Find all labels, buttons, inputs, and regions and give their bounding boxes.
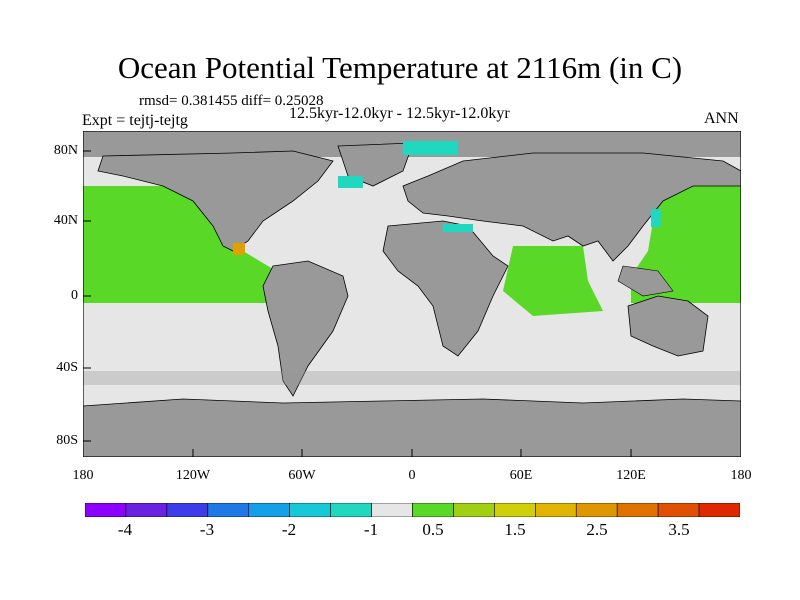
mediterranean-cool-patch (443, 224, 473, 232)
colorbar-swatch (289, 503, 331, 517)
lat-label-80n: 80N (53, 143, 78, 158)
colorbar-swatch (207, 503, 250, 517)
pacific-east-warm (83, 186, 293, 303)
colorbar-label: -1 (363, 520, 379, 539)
season-label: ANN (704, 110, 739, 127)
colorbar (85, 503, 740, 517)
colorbar-swatch (535, 503, 577, 517)
world-map (83, 131, 741, 457)
lon-label-180e: 180 (730, 468, 752, 483)
colorbar-label: -3 (199, 520, 215, 539)
colorbar-label: 0.5 (422, 520, 444, 539)
colorbar-label: -2 (281, 520, 297, 539)
colorbar-swatch (494, 503, 536, 517)
maritime-continent (617, 265, 674, 297)
rmsd-diff-stats: rmsd= 0.381455 diff= 0.25028 (139, 93, 324, 109)
southern-ocean-shelf (83, 371, 741, 385)
arctic-cool-patch (403, 141, 458, 155)
lat-label-40s: 40S (56, 360, 78, 375)
period-label: 12.5kyr-12.0kyr - 12.5kyr-12.0kyr (289, 105, 510, 122)
lon-label-0: 0 (408, 468, 416, 483)
colorbar-label: -4 (117, 520, 133, 539)
colorbar-label: 1.5 (504, 520, 526, 539)
colorbar-swatch (698, 503, 740, 517)
colorbar-swatch (371, 503, 413, 517)
plot-title: Ocean Potential Temperature at 2116m (in… (117, 50, 683, 85)
colorbar-swatch (85, 503, 127, 517)
colorbar-swatch (330, 503, 372, 517)
colorbar-swatch (657, 503, 700, 517)
colorbar-label: 3.5 (668, 520, 690, 539)
colorbar-swatch (453, 503, 495, 517)
colorbar-swatch (412, 503, 454, 517)
lon-label-120w: 120W (175, 468, 211, 483)
lon-label-60e: 60E (509, 468, 533, 483)
antarctica (83, 398, 741, 457)
lon-label-120e: 120E (616, 468, 646, 483)
lat-label-40n: 40N (53, 213, 78, 228)
lon-label-180w: 180 (72, 468, 94, 483)
labrador-cool-patch (338, 176, 363, 188)
eurasia (402, 152, 741, 262)
lat-label-80s: 80S (56, 433, 78, 448)
colorbar-swatch (616, 503, 659, 517)
australia (627, 295, 709, 357)
lat-label-0: 0 (71, 288, 78, 303)
south-america (262, 260, 349, 397)
colorbar-label: 2.5 (586, 520, 608, 539)
japan-sea-cool-patch (651, 209, 661, 227)
colorbar-swatch (575, 503, 618, 517)
gulf-hot-patch (233, 243, 245, 255)
colorbar-swatch (248, 503, 290, 517)
experiment-label: Expt = tejtj-tejtg (82, 112, 188, 129)
indian-ocean-warm (503, 246, 603, 316)
map-ticks (83, 150, 632, 457)
greenland (337, 142, 414, 187)
colorbar-swatch (125, 503, 168, 517)
lon-label-60w: 60W (288, 468, 316, 483)
colorbar-swatch (166, 503, 209, 517)
arctic-band (83, 131, 741, 143)
